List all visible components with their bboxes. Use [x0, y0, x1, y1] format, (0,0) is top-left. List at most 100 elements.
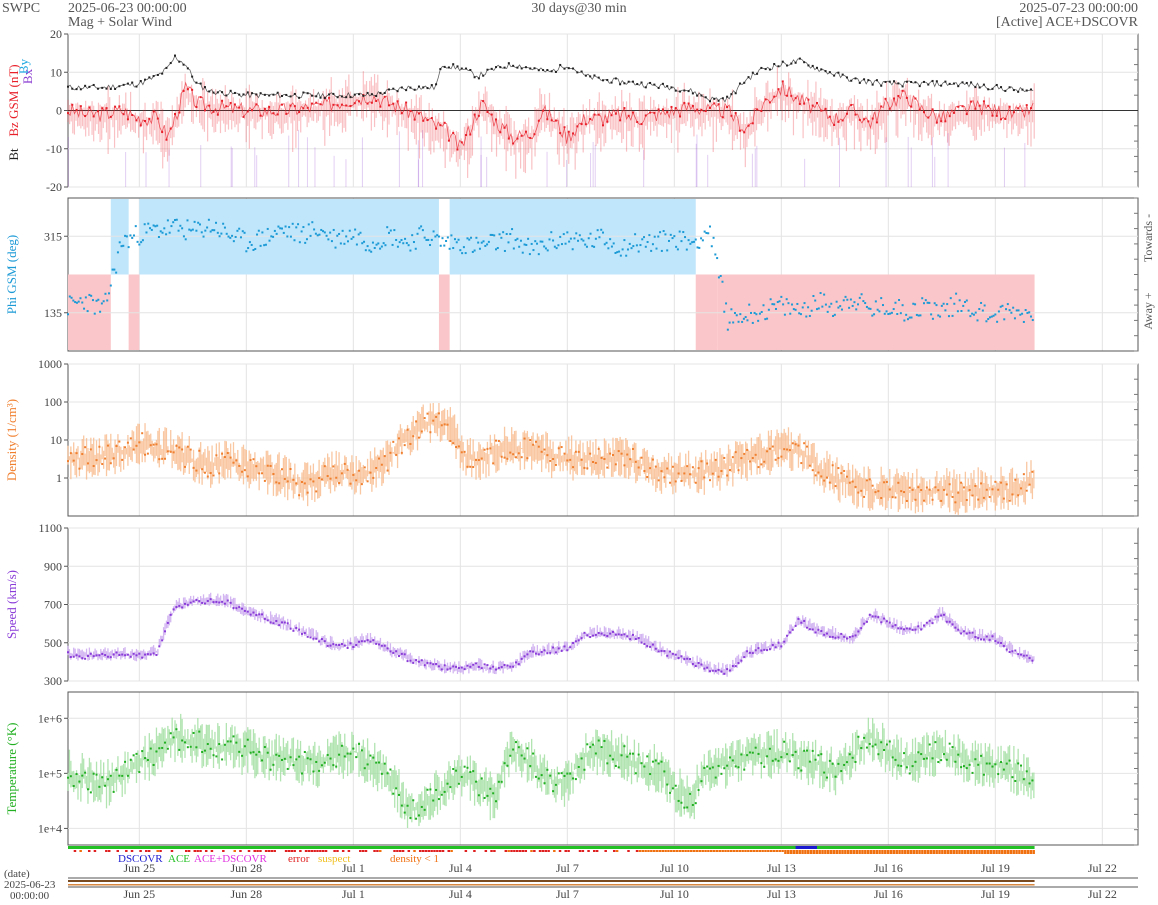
phi-point	[682, 231, 685, 234]
temperature-point	[420, 805, 423, 808]
bt-point	[674, 89, 677, 92]
speed-point	[192, 600, 195, 603]
bz-point	[952, 111, 955, 114]
speed-point	[917, 625, 920, 628]
quality-flag	[184, 850, 188, 852]
phi-point	[566, 231, 569, 234]
density-point	[840, 472, 843, 475]
density-point	[885, 480, 888, 483]
speed-point	[985, 635, 988, 638]
bt-point	[828, 71, 831, 74]
density-point	[877, 490, 880, 493]
phi-point	[634, 233, 637, 236]
speed-point	[709, 670, 711, 673]
phi-point	[684, 236, 687, 239]
density-point	[443, 423, 446, 426]
speed-point	[135, 654, 138, 657]
bt-point	[456, 65, 459, 68]
speed-point	[794, 624, 797, 627]
temperature-point	[711, 766, 714, 769]
phi-point	[653, 235, 656, 238]
density-point	[235, 459, 238, 462]
bt-point	[503, 66, 506, 69]
bt-point	[760, 66, 763, 69]
density-point	[186, 445, 189, 448]
speed-point	[566, 649, 569, 652]
density-point	[774, 458, 777, 461]
temperature-point	[261, 759, 264, 762]
phi-point	[972, 313, 975, 316]
bt-point	[606, 78, 609, 81]
bz-point	[345, 104, 348, 107]
density-point	[737, 469, 740, 472]
bz-point	[392, 102, 395, 105]
temperature-point	[646, 755, 649, 758]
phi-point	[179, 224, 182, 227]
phi-point	[780, 295, 783, 298]
speed-point	[520, 657, 523, 660]
temperature-point	[383, 762, 386, 765]
density-point	[238, 464, 241, 467]
density-point	[994, 480, 997, 483]
phi-point	[320, 228, 323, 231]
bt-point	[550, 70, 553, 73]
speed-point	[283, 621, 286, 624]
temperature-point	[129, 758, 132, 761]
bz-point	[169, 127, 172, 130]
density-point	[965, 499, 968, 502]
bt-point	[323, 97, 326, 100]
density-point	[951, 495, 954, 498]
speed-point	[229, 601, 232, 604]
temperature-point	[891, 756, 894, 759]
phi-point	[70, 296, 73, 299]
density-point	[557, 447, 560, 450]
speed-point	[69, 656, 72, 659]
bz-point	[820, 109, 823, 112]
phi-point	[543, 245, 546, 248]
bz-point	[726, 106, 729, 109]
temperature-point	[840, 770, 843, 773]
temperature-point	[671, 787, 674, 790]
density-point	[375, 466, 378, 469]
bz-point	[905, 96, 908, 99]
bz-point	[435, 127, 438, 130]
speed-point	[78, 655, 81, 658]
density-point	[811, 469, 814, 472]
phi-point	[942, 302, 945, 305]
phi-point	[758, 312, 761, 315]
density-point	[651, 458, 654, 461]
bt-point	[131, 81, 134, 84]
phi-point	[924, 299, 927, 302]
bt-point	[713, 97, 716, 100]
speed-point	[84, 657, 87, 660]
temperature-point	[863, 736, 866, 739]
density-point	[991, 488, 994, 491]
speed-point	[343, 644, 346, 647]
speed-point	[957, 628, 960, 631]
temperature-point	[443, 790, 446, 793]
density-point	[563, 452, 566, 455]
phi-point	[257, 229, 260, 232]
speed-point	[221, 600, 224, 603]
phi-point	[564, 242, 567, 245]
speed-point	[554, 651, 557, 654]
phi-point	[108, 292, 111, 295]
bt-point	[349, 96, 352, 99]
bt-point	[1030, 88, 1032, 91]
temperature-point	[378, 761, 381, 764]
phi-point	[318, 233, 321, 236]
speed-point	[263, 617, 266, 620]
temperature-point	[791, 754, 794, 757]
bz-point	[212, 110, 215, 113]
bz-point	[704, 110, 707, 113]
temperature-point	[968, 763, 971, 766]
phi-point	[791, 303, 794, 306]
temperature-point	[746, 754, 749, 757]
phi-point	[270, 235, 273, 238]
density-point	[894, 496, 897, 499]
phi-point	[330, 240, 333, 243]
phi-points	[67, 218, 1034, 331]
temperature-point	[534, 775, 537, 778]
bt-point	[884, 80, 887, 83]
speed-point	[486, 664, 489, 667]
